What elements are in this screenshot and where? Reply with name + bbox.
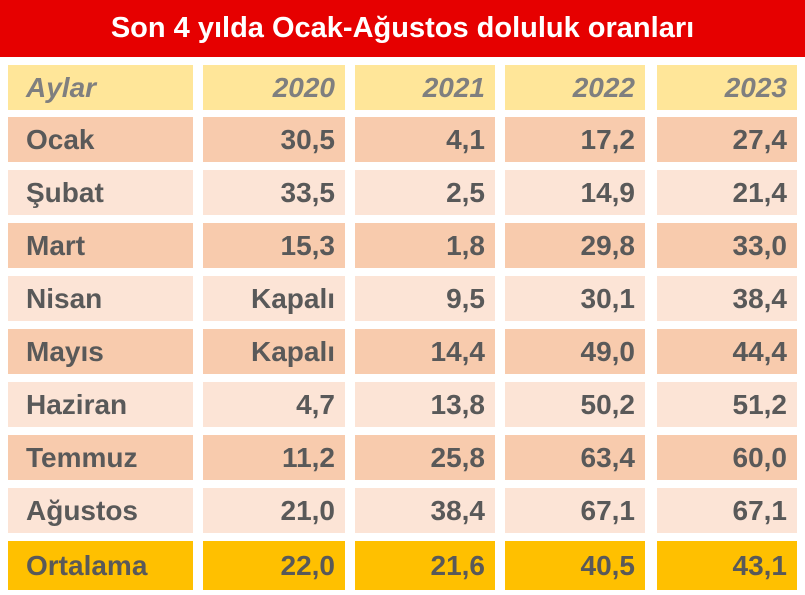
data-cell: 13,8: [355, 382, 495, 427]
data-cell: 67,1: [657, 488, 797, 533]
title: Son 4 yılda Ocak-Ağustos doluluk oranlar…: [0, 0, 805, 57]
data-cell: 2,5: [355, 170, 495, 215]
data-cell: 33,0: [657, 223, 797, 268]
data-cell: 38,4: [657, 276, 797, 321]
data-cell: Kapalı: [203, 329, 345, 374]
data-cell: 44,4: [657, 329, 797, 374]
footer-cell: 40,5: [505, 541, 645, 590]
row-label: Şubat: [8, 170, 193, 215]
header-cell: 2023: [657, 65, 797, 110]
row-label: Ocak: [8, 117, 193, 162]
data-cell: 49,0: [505, 329, 645, 374]
data-cell: 21,4: [657, 170, 797, 215]
data-cell: 29,8: [505, 223, 645, 268]
row-label: Ağustos: [8, 488, 193, 533]
data-cell: 30,5: [203, 117, 345, 162]
data-cell: 17,2: [505, 117, 645, 162]
header-cell: 2021: [355, 65, 495, 110]
footer-cell: Ortalama: [8, 541, 193, 590]
footer-cell: 22,0: [203, 541, 345, 590]
header-cell: 2022: [505, 65, 645, 110]
row-label: Haziran: [8, 382, 193, 427]
data-cell: 27,4: [657, 117, 797, 162]
row-label: Mart: [8, 223, 193, 268]
data-cell: 21,0: [203, 488, 345, 533]
data-cell: 4,7: [203, 382, 345, 427]
data-cell: 51,2: [657, 382, 797, 427]
data-cell: 33,5: [203, 170, 345, 215]
data-cell: 14,4: [355, 329, 495, 374]
data-cell: 60,0: [657, 435, 797, 480]
footer-cell: 43,1: [657, 541, 797, 590]
row-label: Mayıs: [8, 329, 193, 374]
row-label: Temmuz: [8, 435, 193, 480]
data-cell: 67,1: [505, 488, 645, 533]
data-cell: 30,1: [505, 276, 645, 321]
footer-cell: 21,6: [355, 541, 495, 590]
data-cell: 11,2: [203, 435, 345, 480]
row-label: Nisan: [8, 276, 193, 321]
data-cell: 14,9: [505, 170, 645, 215]
header-cell: Aylar: [8, 65, 193, 110]
data-cell: 9,5: [355, 276, 495, 321]
data-cell: 15,3: [203, 223, 345, 268]
data-cell: 50,2: [505, 382, 645, 427]
data-cell: 25,8: [355, 435, 495, 480]
data-cell: 4,1: [355, 117, 495, 162]
data-cell: 38,4: [355, 488, 495, 533]
header-cell: 2020: [203, 65, 345, 110]
data-cell: 1,8: [355, 223, 495, 268]
data-cell: 63,4: [505, 435, 645, 480]
data-cell: Kapalı: [203, 276, 345, 321]
